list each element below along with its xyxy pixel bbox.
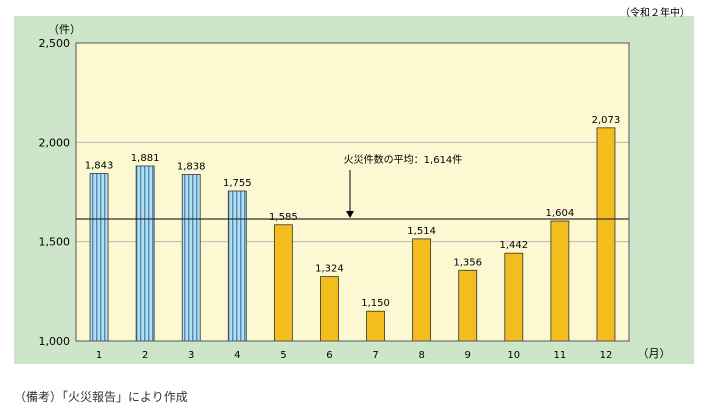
x-tick-label: 3 [188, 350, 194, 361]
y-tick-label: 1,500 [39, 236, 71, 249]
bar-value-label: 1,881 [131, 153, 160, 164]
bar-month-8 [412, 238, 432, 342]
bar-value-label: 1,755 [223, 178, 252, 189]
y-tick-label: 2,500 [39, 37, 71, 50]
gridlines [76, 141, 629, 243]
bar-value-label: 1,442 [499, 240, 528, 251]
bar-month-7 [366, 310, 385, 342]
x-tick-label: 11 [554, 350, 567, 361]
bar-value-label: 1,585 [269, 212, 298, 223]
bar-month-9 [458, 269, 478, 342]
x-tick-label: 9 [465, 350, 471, 361]
y-tick-label: 1,000 [39, 335, 71, 348]
bar-month-2 [135, 165, 155, 342]
bar-month-12 [596, 127, 616, 342]
average-group: 火災件数の平均：1,614件 [76, 153, 629, 220]
x-tick-label: 1 [96, 350, 102, 361]
x-axis-unit-label: （月） [638, 347, 671, 360]
plot-frame [75, 42, 630, 342]
average-arrow-head [346, 211, 354, 219]
bar-value-label: 1,324 [315, 264, 344, 275]
y-tick-label: 2,000 [39, 136, 71, 149]
bar-value-label: 1,150 [361, 298, 390, 309]
plot-area-background [76, 43, 629, 341]
bar-value-label: 1,356 [453, 257, 482, 268]
bar-month-10 [504, 252, 524, 342]
bar-value-label: 1,514 [407, 226, 436, 237]
average-label: 火災件数の平均：1,614件 [344, 153, 463, 166]
y-axis-unit-label: （件） [48, 23, 81, 36]
x-tick-label: 7 [372, 350, 378, 361]
x-tick-label: 12 [600, 350, 613, 361]
bar-month-11 [550, 220, 570, 342]
bar-value-label: 1,838 [177, 162, 206, 173]
value-labels-group: 1,843 1,881 1,838 1,755 1,585 1,324 1,150 1,514… [85, 115, 621, 309]
bar-value-label: 2,073 [592, 115, 621, 126]
x-tick-label: 8 [418, 350, 424, 361]
period-label: （令和２年中） [620, 8, 690, 19]
x-tick-label: 5 [280, 350, 286, 361]
bar-month-3 [181, 174, 201, 342]
x-tick-label: 10 [507, 350, 520, 361]
bar-month-5 [273, 224, 293, 342]
source-note: （備考）「火災報告」により作成 [14, 390, 188, 404]
x-tick-label: 6 [326, 350, 332, 361]
bar-value-label: 1,604 [546, 208, 575, 219]
x-tick-label: 2 [142, 350, 148, 361]
bar-month-4 [227, 190, 247, 342]
x-tick-label: 4 [234, 350, 240, 361]
bar-value-label: 1,843 [85, 161, 114, 172]
bar-month-6 [320, 276, 339, 342]
bar-month-1 [89, 173, 109, 342]
